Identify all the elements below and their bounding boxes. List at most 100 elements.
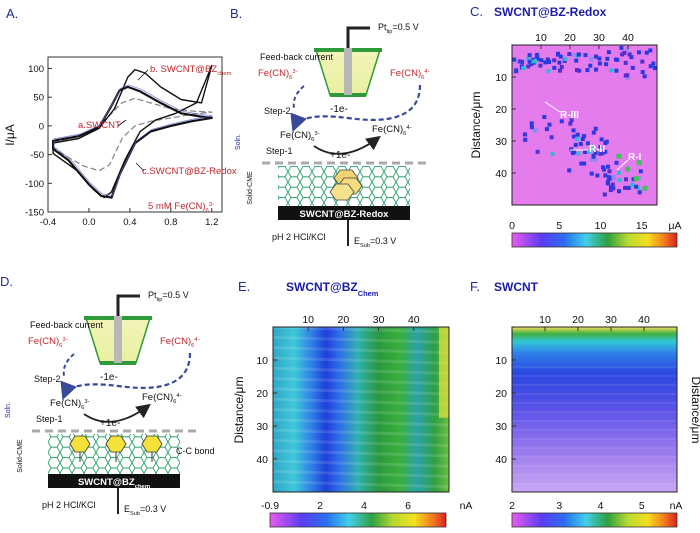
heatmap-cell-c <box>583 53 588 58</box>
species-fe3-bottom: Fe(CN)63- <box>50 398 90 411</box>
heatmap-cell-c <box>623 73 628 78</box>
heatmap-cell-c <box>595 173 600 178</box>
step2-arc-left <box>292 85 305 109</box>
species-fe4-bottom: Fe(CN)64- <box>142 392 182 405</box>
heatmap-cell-c <box>590 147 594 152</box>
heatmap-stripe-e <box>272 449 450 458</box>
text-part: tip <box>387 29 393 35</box>
y-tick-label: 40 <box>256 454 268 466</box>
heatmap-cell-c <box>600 151 605 156</box>
region-label-r1: R-I <box>628 152 642 163</box>
region-pointer-r3 <box>544 101 561 113</box>
heatmap-cell-c <box>582 134 587 139</box>
step2-label: Step-2 <box>264 106 291 116</box>
heatmap-cell-c <box>558 68 562 73</box>
heatmap-cell-c <box>569 118 574 123</box>
heatmap-cell-c <box>527 59 532 64</box>
heatmap-stripe-e <box>272 418 450 427</box>
heatmap-cell-c <box>547 122 552 127</box>
heatmap-cell-c <box>556 52 561 57</box>
heatmap-cell-c <box>572 150 577 155</box>
x-tick-label-f: 10 <box>539 314 551 326</box>
text-part: SWCNT@BZ <box>286 280 358 294</box>
heatmap-cell-c <box>515 59 520 64</box>
heatmap-cell-c <box>604 62 609 67</box>
heatmap-cell-c <box>629 55 634 60</box>
x-tick-label-f: 20 <box>572 314 584 326</box>
heatmap-stripe-e <box>272 335 450 344</box>
heatmap-cell-c <box>601 165 605 170</box>
heatmap-cell-c <box>526 64 531 69</box>
heatmap-cell-c <box>523 137 528 142</box>
plus-electron-label: +1e- <box>330 150 350 161</box>
tip-wire <box>116 294 140 316</box>
y-tick-label-a: 100 <box>28 64 44 75</box>
heatmap-stripe-e <box>272 438 450 448</box>
heatmap-hotspot-c <box>616 153 622 159</box>
panel-title-e: SWCNT@BZChem <box>286 280 379 298</box>
heatmap-cell-c <box>535 149 540 154</box>
colorbar-tick-label: 2 <box>317 500 323 512</box>
text-part: chem <box>135 484 150 490</box>
y-tick-label-a: 50 <box>33 93 44 104</box>
solid-cme-label: Solid-CME <box>17 439 24 473</box>
text-part: 4- <box>424 69 429 75</box>
colorbar-tick-label: 5 <box>556 220 562 232</box>
heatmap-cell-c <box>591 154 596 159</box>
heatmap-cell-c <box>514 69 519 74</box>
heatmap-cell-c <box>624 177 628 182</box>
text-part: Fe(CN) <box>160 336 191 347</box>
y-tick-label-f: 30 <box>495 421 507 433</box>
heatmap-cell-c <box>631 177 636 182</box>
y-tick-label-f: 40 <box>495 454 507 466</box>
tip-potential-label: Pttip=0.5 V <box>378 22 419 35</box>
text-part: 3- <box>62 337 67 343</box>
heatmap-hotspot-c <box>625 166 631 172</box>
heatmap-cell-c <box>616 170 621 175</box>
heatmap-hotspot-c <box>636 160 642 166</box>
heatmap-cell-c <box>605 56 610 61</box>
heatmap-cell-c <box>549 135 554 140</box>
label-series-b: b. SWCNT@BZchem <box>150 64 232 77</box>
plus-electron-label: +1e- <box>100 418 120 429</box>
text-part: 3- <box>84 399 89 405</box>
y-tick-label: 30 <box>495 136 507 148</box>
heatmap-cell-c <box>522 132 527 137</box>
heatmap-cell-c <box>614 57 618 62</box>
species-fe4-top: Fe(CN)64- <box>390 68 430 81</box>
heatmap-cell-c <box>587 149 592 154</box>
text-part: 4- <box>406 125 411 131</box>
heatmap-cell-c <box>652 66 657 71</box>
minus-electron-label: -1e- <box>100 372 118 383</box>
heatmap-stripe-e <box>272 346 450 355</box>
heatmap-stripe-e <box>272 480 450 489</box>
heatmap-cell-c <box>640 70 645 74</box>
solution-label: Soln. <box>235 134 242 150</box>
heatmap-stripe-e <box>272 459 450 468</box>
heatmap-cell-c <box>534 54 539 58</box>
text-part: 3- <box>209 202 214 208</box>
heatmap-cell-c <box>557 60 562 65</box>
heatmap-cell-c <box>597 56 602 61</box>
text-part: 4- <box>176 393 181 399</box>
heatmap-cell-c <box>543 60 548 65</box>
step1-label: Step-1 <box>266 146 293 156</box>
heatmap-cell-c <box>638 169 643 174</box>
feedback-label: Feed-back current <box>30 320 104 330</box>
heatmap-cell-c <box>593 126 598 131</box>
electrode-bar <box>278 206 410 220</box>
heatmap-cell-c <box>602 192 607 197</box>
heatmap-stripe-e <box>272 408 450 417</box>
heatmap-cell-c <box>598 145 603 150</box>
region-label-r3: R-III <box>560 110 579 121</box>
x-tick-label-f: 30 <box>605 314 617 326</box>
cv-series-overlay <box>53 84 213 197</box>
heatmap-hotspot-c <box>633 176 639 182</box>
heatmap-stripe-e <box>272 366 450 375</box>
heatmap-cell-c <box>567 168 572 173</box>
heatmap-stripe-e <box>272 325 450 334</box>
heatmap-background-f <box>512 327 677 492</box>
region-label-r2: R-II <box>589 144 605 155</box>
text-part: 6 <box>59 343 63 349</box>
heatmap-cell-c <box>547 60 551 64</box>
